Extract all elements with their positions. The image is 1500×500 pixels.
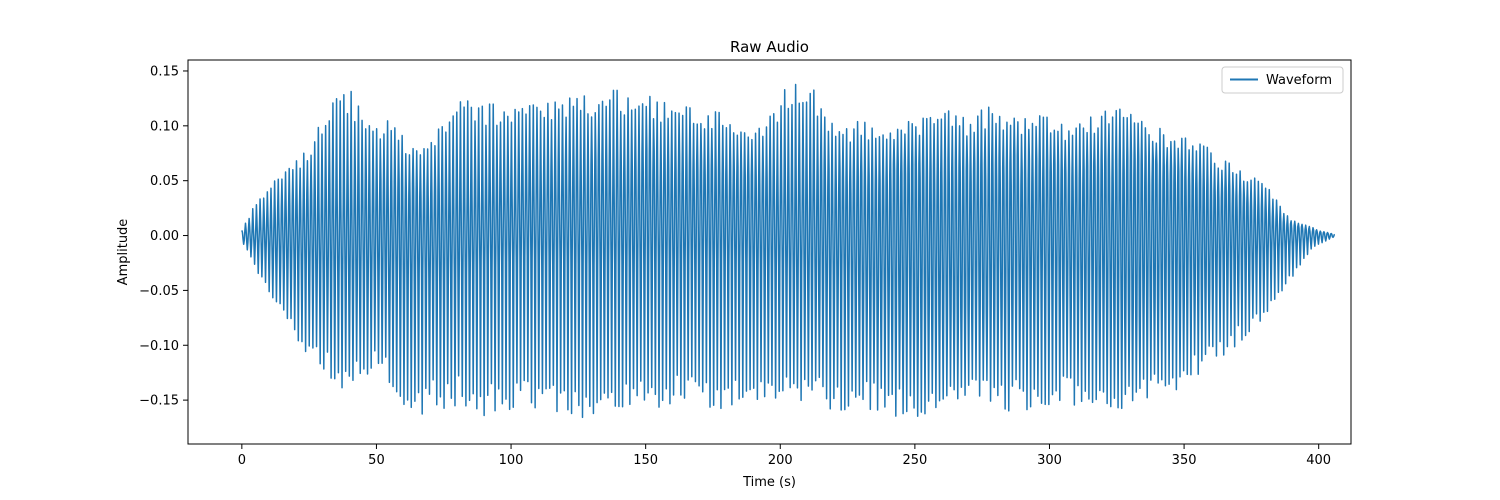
x-tick-label: 350 (1172, 453, 1197, 468)
chart-title: Raw Audio (730, 38, 809, 56)
x-axis-label: Time (s) (742, 475, 796, 490)
y-tick-label: 0.00 (150, 229, 179, 244)
x-tick-label: 250 (902, 453, 927, 468)
plot-area (241, 83, 1336, 419)
legend-box (1221, 66, 1344, 94)
axes-frame (187, 59, 1352, 445)
y-tick-label: −0.10 (139, 339, 179, 354)
y-tick-label: 0.10 (150, 119, 179, 134)
x-tick-label: 400 (1306, 453, 1331, 468)
x-tick-label: 150 (633, 453, 658, 468)
x-tick-label: 200 (768, 453, 793, 468)
y-axis: −0.15 −0.10 −0.05 0.00 0.05 0.10 0.15 (139, 64, 188, 409)
x-tick-label: 100 (499, 453, 524, 468)
x-axis: 0 50 100 150 200 250 300 350 400 (238, 444, 1331, 468)
x-tick-label: 300 (1037, 453, 1062, 468)
legend-label-waveform: Waveform (1266, 73, 1332, 88)
series-line-waveform (241, 83, 1336, 419)
x-tick-label: 50 (368, 453, 385, 468)
y-tick-label: 0.15 (150, 64, 179, 79)
y-tick-label: −0.15 (139, 394, 179, 409)
y-tick-label: 0.05 (150, 174, 179, 189)
y-axis-label: Amplitude (116, 219, 131, 286)
x-tick-label: 0 (238, 453, 246, 468)
y-tick-label: −0.05 (139, 284, 179, 299)
legend: Waveform (1221, 66, 1344, 94)
